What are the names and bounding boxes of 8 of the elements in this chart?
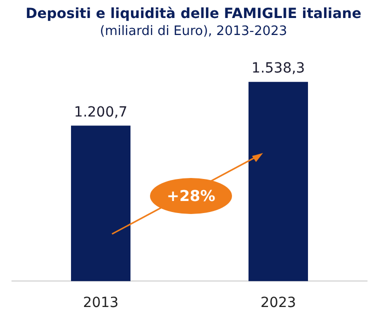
x-tick-label: 2013: [82, 295, 119, 312]
x-tick-label: 2023: [260, 295, 296, 312]
ellipse-badge: +28%: [150, 178, 232, 214]
data-label: 1.538,3: [252, 60, 305, 77]
chart-title: Depositi e liquidità delle FAMIGLIE italiane: [24, 6, 362, 22]
annotation: +28%: [166, 187, 216, 205]
data-label: 1.200,7: [74, 104, 128, 120]
chart-subtitle: (miliardi di Euro), 2013-2023: [98, 24, 288, 39]
